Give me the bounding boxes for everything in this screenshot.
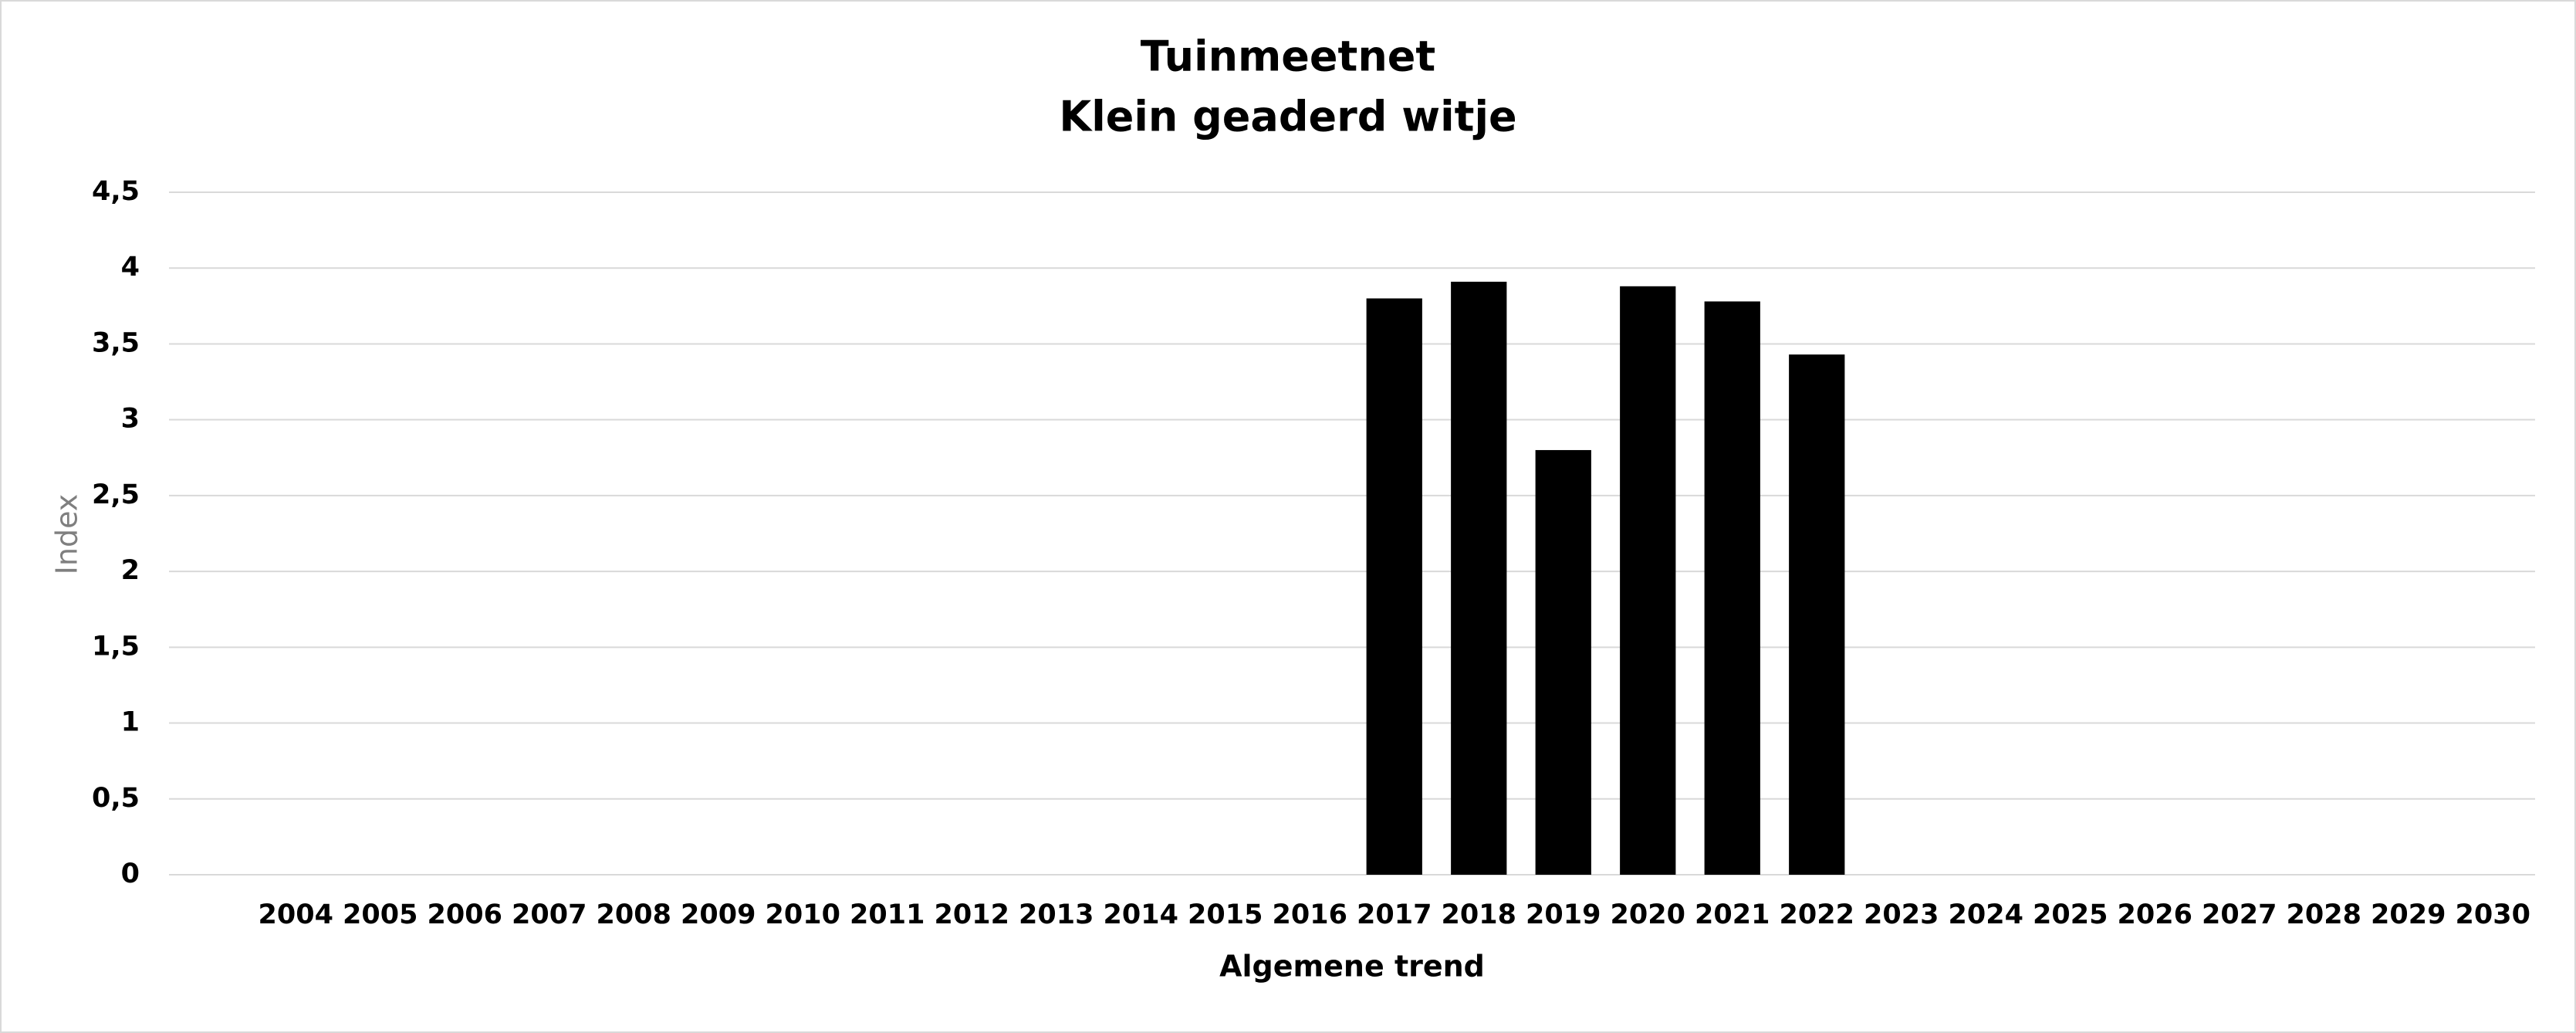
x-tick-label: 2018 <box>1442 899 1516 930</box>
y-axis-title: Index <box>50 494 84 575</box>
x-tick-label: 2004 <box>259 899 333 930</box>
x-tick-label: 2015 <box>1188 899 1263 930</box>
y-tick-label: 3 <box>121 404 140 435</box>
x-tick-label: 2025 <box>2033 899 2108 930</box>
y-tick-label: 3,5 <box>92 327 140 358</box>
x-tick-label: 2029 <box>2371 899 2446 930</box>
y-tick-label: 4 <box>121 252 140 283</box>
x-tick-label: 2016 <box>1273 899 1347 930</box>
x-tick-label: 2019 <box>1526 899 1601 930</box>
x-tick-label: 2023 <box>1864 899 1939 930</box>
x-tick-label: 2027 <box>2202 899 2277 930</box>
bar <box>1366 298 1422 875</box>
x-tick-label: 2028 <box>2287 899 2361 930</box>
x-tick-label: 2011 <box>850 899 925 930</box>
x-tick-label: 2007 <box>512 899 587 930</box>
x-tick-label: 2022 <box>1780 899 1854 930</box>
x-tick-label: 2020 <box>1611 899 1685 930</box>
bar <box>1704 301 1760 875</box>
bar <box>1620 286 1676 876</box>
y-tick-label: 0 <box>121 859 140 889</box>
x-tick-label: 2017 <box>1357 899 1432 930</box>
y-tick-label: 1 <box>121 707 140 738</box>
x-tick-label: 2024 <box>1949 899 2023 930</box>
y-tick-label: 0,5 <box>92 783 140 814</box>
x-axis-title: Algemene trend <box>1219 950 1485 984</box>
x-tick-label: 2014 <box>1104 899 1178 930</box>
y-tick-label: 1,5 <box>92 631 140 662</box>
x-tick-label: 2006 <box>428 899 502 930</box>
x-tick-label: 2021 <box>1695 899 1770 930</box>
x-tick-label: 2009 <box>681 899 756 930</box>
x-tick-label: 2005 <box>343 899 418 930</box>
chart-title: Tuinmeetnet <box>1141 32 1436 81</box>
x-tick-label: 2013 <box>1019 899 1094 930</box>
bar <box>1451 281 1507 875</box>
chart-subtitle: Klein geaderd witje <box>1059 93 1516 141</box>
x-tick-label: 2030 <box>2456 899 2530 930</box>
x-tick-label: 2008 <box>597 899 671 930</box>
x-tick-label: 2012 <box>935 899 1009 930</box>
bar <box>1535 449 1591 875</box>
y-tick-label: 2 <box>121 555 140 586</box>
y-tick-label: 2,5 <box>92 479 140 510</box>
x-tick-label: 2010 <box>766 899 840 930</box>
bar <box>1789 354 1845 875</box>
x-tick-label: 2026 <box>2118 899 2192 930</box>
y-tick-label: 4,5 <box>92 176 140 207</box>
